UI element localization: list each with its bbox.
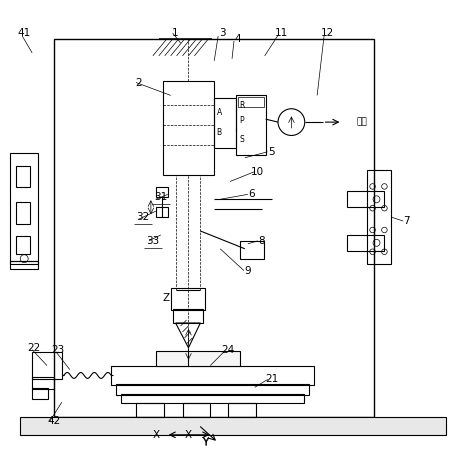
- Text: Z: Z: [162, 293, 169, 303]
- Bar: [111, 365, 314, 385]
- Text: 11: 11: [275, 28, 288, 38]
- Bar: [214, 99, 236, 148]
- Bar: [240, 241, 264, 259]
- Text: B: B: [217, 127, 222, 136]
- Bar: [156, 351, 240, 365]
- Text: 24: 24: [221, 345, 234, 355]
- Bar: [367, 170, 391, 264]
- Bar: [20, 417, 446, 435]
- Bar: [347, 191, 385, 207]
- Text: X: X: [152, 430, 159, 440]
- Text: 5: 5: [268, 147, 275, 157]
- Bar: [54, 39, 373, 417]
- Bar: [347, 235, 385, 251]
- Text: A: A: [217, 108, 222, 117]
- Bar: [32, 378, 54, 389]
- Text: 12: 12: [320, 28, 333, 38]
- Text: Y: Y: [202, 437, 208, 447]
- Text: 8: 8: [258, 236, 265, 246]
- Text: 10: 10: [251, 166, 265, 176]
- Bar: [10, 261, 38, 269]
- Text: P: P: [240, 116, 244, 125]
- Text: 42: 42: [47, 416, 61, 426]
- Bar: [136, 403, 164, 417]
- Bar: [236, 95, 265, 155]
- Bar: [16, 236, 30, 254]
- Bar: [10, 153, 38, 264]
- Text: Y: Y: [202, 438, 208, 448]
- Bar: [163, 81, 214, 175]
- Bar: [16, 166, 30, 188]
- Text: 32: 32: [136, 212, 150, 222]
- Text: 9: 9: [244, 266, 251, 275]
- Text: 23: 23: [51, 345, 65, 355]
- Bar: [116, 384, 309, 395]
- Bar: [32, 352, 62, 379]
- Text: 4: 4: [234, 34, 241, 44]
- Text: 3: 3: [219, 28, 226, 38]
- Text: 2: 2: [136, 77, 142, 88]
- Text: S: S: [240, 135, 244, 144]
- Bar: [238, 97, 264, 107]
- Bar: [156, 207, 168, 217]
- Text: 22: 22: [28, 343, 41, 353]
- Text: 6: 6: [249, 189, 255, 199]
- Text: 41: 41: [18, 28, 31, 38]
- Text: 33: 33: [146, 236, 159, 246]
- Text: 21: 21: [265, 374, 278, 384]
- Text: R: R: [239, 101, 245, 110]
- Text: X: X: [185, 430, 192, 440]
- Bar: [156, 188, 168, 197]
- Bar: [16, 202, 30, 224]
- Bar: [32, 388, 48, 399]
- Bar: [121, 394, 304, 403]
- Bar: [173, 309, 204, 323]
- Text: 7: 7: [403, 216, 409, 226]
- Text: 气源: 气源: [357, 117, 367, 126]
- Bar: [228, 403, 256, 417]
- Text: 1: 1: [172, 28, 179, 38]
- Bar: [182, 403, 210, 417]
- Text: 31: 31: [154, 192, 167, 202]
- Bar: [171, 288, 205, 310]
